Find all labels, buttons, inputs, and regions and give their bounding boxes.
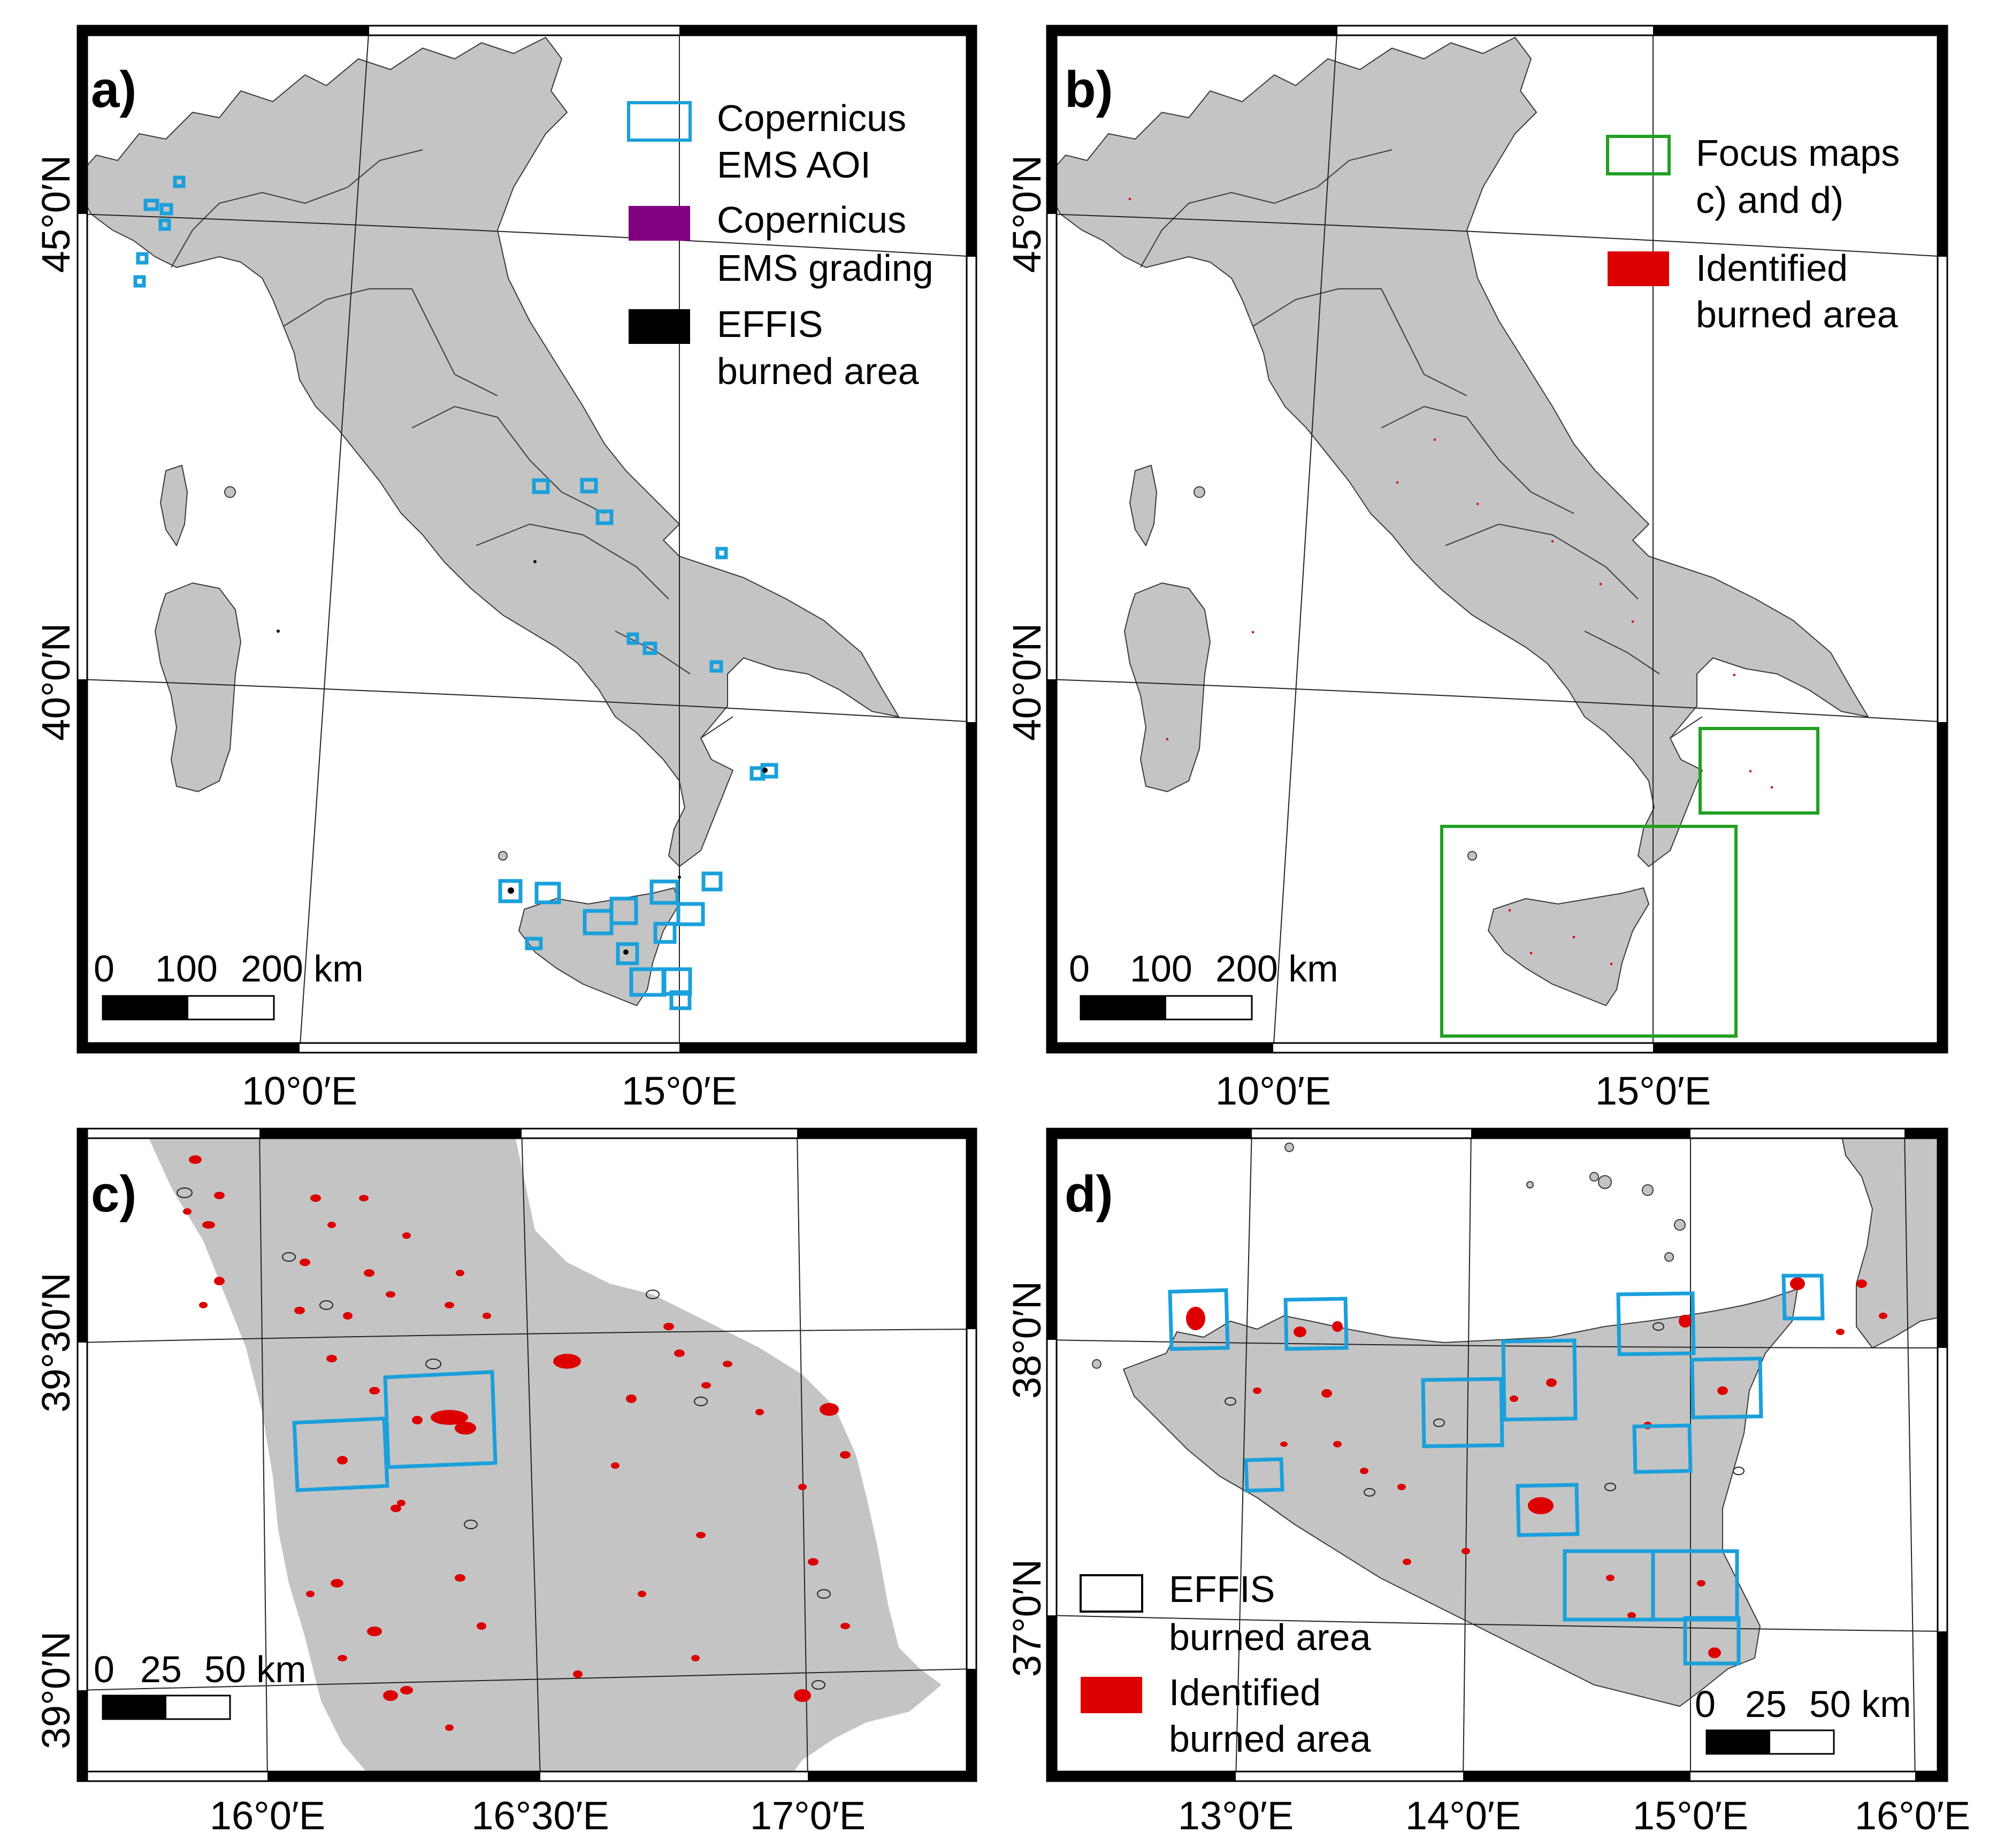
legend-b: Focus maps c) and d) Identified burned a… xyxy=(1606,132,1900,335)
effis-burned-areas xyxy=(277,560,768,955)
focus-box-c xyxy=(1699,727,1819,815)
identified-burned-patches-d xyxy=(1186,1277,1887,1658)
lat-tick-d-38: 38°0′N xyxy=(1005,1281,1049,1399)
legend-identified-line1-d: Identified xyxy=(1169,1671,1321,1713)
legend-focus-line2: c) and d) xyxy=(1696,179,1843,221)
panel-label-c: c) xyxy=(91,1165,136,1223)
scalebar-a-0: 0 xyxy=(94,948,114,990)
panel-label-d: d) xyxy=(1065,1165,1113,1223)
legend-effis-outline-swatch xyxy=(1080,1574,1143,1613)
calabria-tip-land xyxy=(1840,1129,1947,1348)
legend-identified-line2-d: burned area xyxy=(1169,1718,1371,1760)
lon-tick-c-17: 17°0′E xyxy=(750,1793,866,1838)
legend-effis-line1: EFFIS xyxy=(717,303,823,345)
panel-d: d) EFFIS burned area Identified burned a… xyxy=(1046,1128,1948,1782)
legend-effis-line2-d: burned area xyxy=(1169,1616,1371,1658)
legend-effis-line2: burned area xyxy=(717,350,919,392)
lat-tick-a-45: 45°0′N xyxy=(34,155,78,273)
lat-tick-c-3930: 39°30′N xyxy=(34,1272,78,1413)
aoi-box-c2 xyxy=(383,1370,498,1469)
legend-grading-swatch xyxy=(629,206,690,241)
frame-b xyxy=(1046,25,1948,1054)
lon-tick-d-16: 16°0′E xyxy=(1855,1793,1970,1838)
lon-tick-b-15: 15°0′E xyxy=(1595,1069,1711,1113)
scalebar-a: 0 100 200 km xyxy=(94,948,364,1021)
frame-d xyxy=(1046,1128,1948,1782)
lon-tick-c-16: 16°0′E xyxy=(210,1793,325,1838)
legend-aoi-line2: EMS AOI xyxy=(717,144,871,186)
focus-box-d xyxy=(1440,825,1738,1038)
lat-tick-a-40: 40°0′N xyxy=(34,623,78,741)
copernicus-aoi-boxes xyxy=(133,175,778,1010)
copernicus-aoi-boxes-d xyxy=(1168,1274,1825,1666)
scalebar-b-200: 200 km xyxy=(1215,948,1338,990)
aoi-box-c1 xyxy=(292,1416,389,1492)
legend-effis-swatch xyxy=(629,309,690,344)
lat-tick-d-37: 37°0′N xyxy=(1005,1559,1049,1677)
panel-b: b) Focus maps c) and d) Identified burne… xyxy=(1046,25,1948,1054)
legend-identified-swatch-b xyxy=(1608,251,1669,286)
panel-label-a: a) xyxy=(91,61,136,118)
lon-tick-a-15: 15°0′E xyxy=(622,1069,737,1113)
sicily-land xyxy=(1123,1289,1798,1707)
legend-identified-line1-b: Identified xyxy=(1696,247,1848,289)
legend-identified-swatch-d xyxy=(1081,1677,1142,1713)
scalebar-a-200: 200 km xyxy=(241,948,364,990)
legend-grading-line1: Copernicus xyxy=(717,199,906,241)
lon-tick-a-10: 10°0′E xyxy=(242,1069,357,1113)
legend-effis-line1-d: EFFIS xyxy=(1169,1568,1275,1610)
scalebar-a-100: 100 xyxy=(155,948,218,990)
scalebar-c-0: 0 xyxy=(94,1648,114,1690)
panel-c: c) 0 25 50 km xyxy=(76,1128,977,1782)
identified-burned-patches-c xyxy=(177,1155,851,1731)
scalebar-c: 0 25 50 km xyxy=(94,1648,307,1720)
scalebar-d: 0 25 50 km xyxy=(1695,1683,1911,1755)
scalebar-c-25: 25 xyxy=(140,1648,182,1690)
scalebar-d-25: 25 xyxy=(1745,1683,1787,1725)
scalebar-d-0: 0 xyxy=(1695,1683,1716,1725)
panel-a: a) Copernicus EMS AOI Copernicus EMS gra… xyxy=(76,25,977,1054)
legend-d: EFFIS burned area Identified burned area xyxy=(1080,1568,1371,1760)
legend-a: Copernicus EMS AOI Copernicus EMS gradin… xyxy=(627,97,934,392)
scalebar-c-50: 50 km xyxy=(204,1648,307,1690)
scalebar-b-0: 0 xyxy=(1069,948,1090,990)
lon-tick-d-13: 13°0′E xyxy=(1178,1793,1294,1838)
lat-tick-b-45: 45°0′N xyxy=(1005,155,1049,273)
lon-tick-d-15: 15°0′E xyxy=(1633,1793,1748,1838)
legend-aoi-line1: Copernicus xyxy=(717,97,906,139)
legend-focus-swatch xyxy=(1606,135,1671,175)
scalebar-b-100: 100 xyxy=(1130,948,1192,990)
legend-grading-line2: EMS grading xyxy=(717,247,934,289)
legend-aoi-swatch xyxy=(627,101,692,142)
lon-tick-c-1630: 16°30′E xyxy=(471,1793,609,1838)
panel-label-b: b) xyxy=(1065,61,1113,118)
frame-a xyxy=(76,25,977,1054)
calabria-land xyxy=(144,1129,942,1781)
lat-tick-b-40: 40°0′N xyxy=(1005,623,1049,741)
scalebar-d-50: 50 km xyxy=(1809,1683,1911,1725)
scalebar-b: 0 100 200 km xyxy=(1069,948,1338,1021)
legend-focus-line1: Focus maps xyxy=(1696,132,1900,174)
lat-tick-c-39: 39°0′N xyxy=(34,1631,78,1749)
legend-identified-line2-b: burned area xyxy=(1696,294,1898,335)
frame-c xyxy=(76,1128,977,1782)
lon-tick-d-14: 14°0′E xyxy=(1405,1793,1521,1838)
lon-tick-b-10: 10°0′E xyxy=(1215,1069,1331,1113)
identified-burned-speckles-b xyxy=(1129,198,1773,965)
